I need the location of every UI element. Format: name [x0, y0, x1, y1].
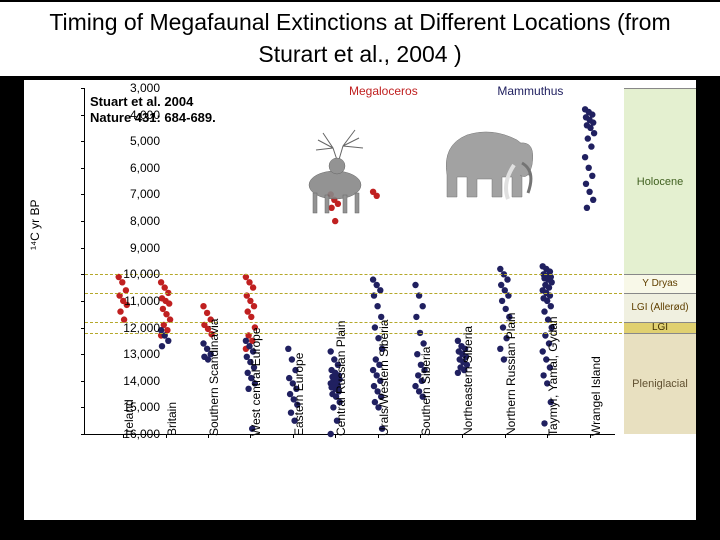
ytick-mark: [81, 381, 85, 382]
data-point: [413, 314, 419, 320]
data-point: [412, 383, 418, 389]
data-point: [160, 306, 166, 312]
data-point: [370, 367, 376, 373]
reference-line: [85, 293, 627, 294]
mammoth-icon: [432, 105, 542, 205]
data-point: [246, 279, 252, 285]
data-point: [328, 431, 334, 437]
ytick-mark: [81, 434, 85, 435]
data-point: [332, 218, 338, 224]
data-point: [586, 189, 592, 195]
reference-line: [85, 274, 627, 275]
data-point: [163, 311, 169, 317]
epoch-band: Holocene: [624, 88, 696, 274]
data-point: [589, 173, 595, 179]
ytick-label: 14,000: [106, 374, 160, 388]
data-point: [248, 314, 254, 320]
data-point: [548, 303, 554, 309]
epoch-band: Pleniglacial: [624, 333, 696, 434]
ytick-label: 12,000: [106, 321, 160, 335]
data-point: [591, 130, 597, 136]
data-point: [584, 205, 590, 211]
data-point: [200, 303, 206, 309]
data-point: [590, 197, 596, 203]
ytick-mark: [81, 194, 85, 195]
epoch-column: HoloceneY DryasLGI (Allerød)LGIPleniglac…: [624, 88, 696, 434]
ytick-mark: [81, 141, 85, 142]
ytick-mark: [81, 168, 85, 169]
data-point: [204, 310, 210, 316]
ytick-mark: [81, 407, 85, 408]
data-point: [504, 276, 510, 282]
data-point: [585, 135, 591, 141]
epoch-band: Y Dryas: [624, 274, 696, 293]
epoch-band: LGI (Allerød): [624, 293, 696, 322]
ytick-label: 7,000: [106, 187, 160, 201]
data-point: [162, 284, 168, 290]
ytick-label: 11,000: [106, 294, 160, 308]
ytick-label: 10,000: [106, 267, 160, 281]
data-point: [420, 303, 426, 309]
data-point: [251, 303, 257, 309]
data-point: [247, 298, 253, 304]
data-point: [166, 300, 172, 306]
data-point: [498, 282, 504, 288]
ytick-label: 4,000: [106, 108, 160, 122]
y-axis-title: ¹⁴C yr BP: [28, 200, 42, 251]
data-point: [250, 284, 256, 290]
data-point: [165, 338, 171, 344]
data-point: [497, 346, 503, 352]
data-point: [117, 308, 123, 314]
ytick-label: 9,000: [106, 241, 160, 255]
data-point: [583, 181, 589, 187]
ytick-label: 6,000: [106, 161, 160, 175]
slide-root: Timing of Megafaunal Extinctions at Diff…: [0, 0, 720, 540]
epoch-band: LGI: [624, 322, 696, 333]
data-point: [497, 266, 503, 272]
data-point: [588, 143, 594, 149]
data-point: [544, 298, 550, 304]
ytick-mark: [81, 301, 85, 302]
data-point: [582, 154, 588, 160]
data-point: [587, 125, 593, 131]
data-point: [412, 282, 418, 288]
data-point: [285, 346, 291, 352]
species-label: Mammuthus: [497, 84, 563, 98]
data-point: [540, 348, 546, 354]
elk-icon: [283, 118, 393, 218]
species-label: Megaloceros: [349, 84, 418, 98]
ytick-label: 13,000: [106, 347, 160, 361]
data-point: [374, 282, 380, 288]
chart-panel: ¹⁴C yr BP Stuart et al. 2004 Nature 431:…: [24, 80, 696, 520]
data-point: [328, 348, 334, 354]
ytick-mark: [81, 354, 85, 355]
data-point: [245, 308, 251, 314]
ytick-label: 5,000: [106, 134, 160, 148]
data-point: [374, 303, 380, 309]
ytick-mark: [81, 221, 85, 222]
ytick-label: 3,000: [106, 81, 160, 95]
data-point: [370, 276, 376, 282]
ytick-label: 8,000: [106, 214, 160, 228]
data-point: [503, 306, 509, 312]
ytick-mark: [81, 88, 85, 89]
data-point: [499, 298, 505, 304]
data-point: [200, 340, 206, 346]
data-point: [541, 308, 547, 314]
data-point: [586, 165, 592, 171]
slide-title: Timing of Megafaunal Extinctions at Diff…: [0, 2, 720, 76]
ytick-mark: [81, 248, 85, 249]
ytick-mark: [81, 328, 85, 329]
ytick-mark: [81, 115, 85, 116]
